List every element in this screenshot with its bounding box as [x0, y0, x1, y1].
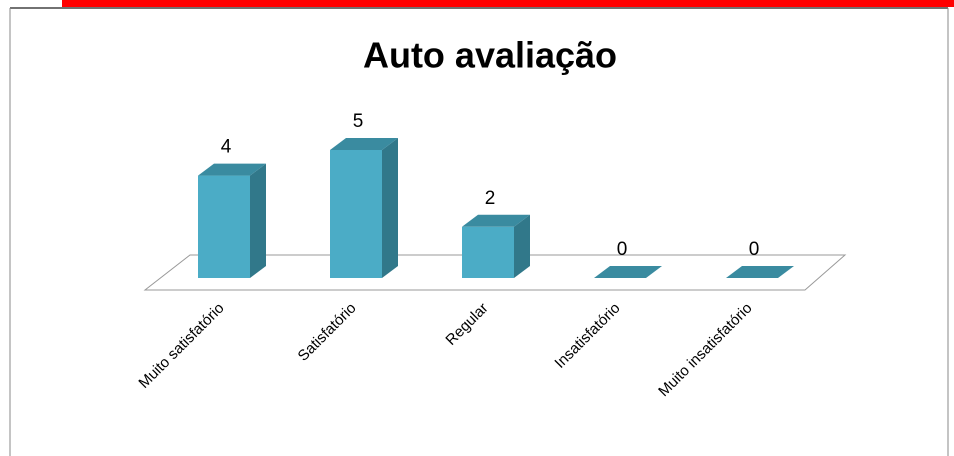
bar-top — [462, 214, 530, 227]
bar-top — [594, 266, 662, 278]
data-label: 2 — [485, 188, 496, 209]
bar — [462, 226, 514, 278]
top-band — [62, 0, 954, 7]
bar-top — [198, 163, 266, 176]
data-label: 0 — [617, 239, 628, 260]
chart-title: Auto avaliação — [363, 35, 617, 76]
bar-top — [726, 266, 794, 278]
bar — [330, 150, 382, 278]
data-label: 0 — [749, 239, 760, 260]
data-label: 5 — [353, 111, 364, 132]
bar-top — [330, 138, 398, 150]
bar-side — [514, 214, 530, 278]
bar-side — [382, 138, 398, 278]
bar-side — [250, 163, 266, 278]
data-label: 4 — [221, 137, 232, 158]
bar — [198, 175, 250, 278]
